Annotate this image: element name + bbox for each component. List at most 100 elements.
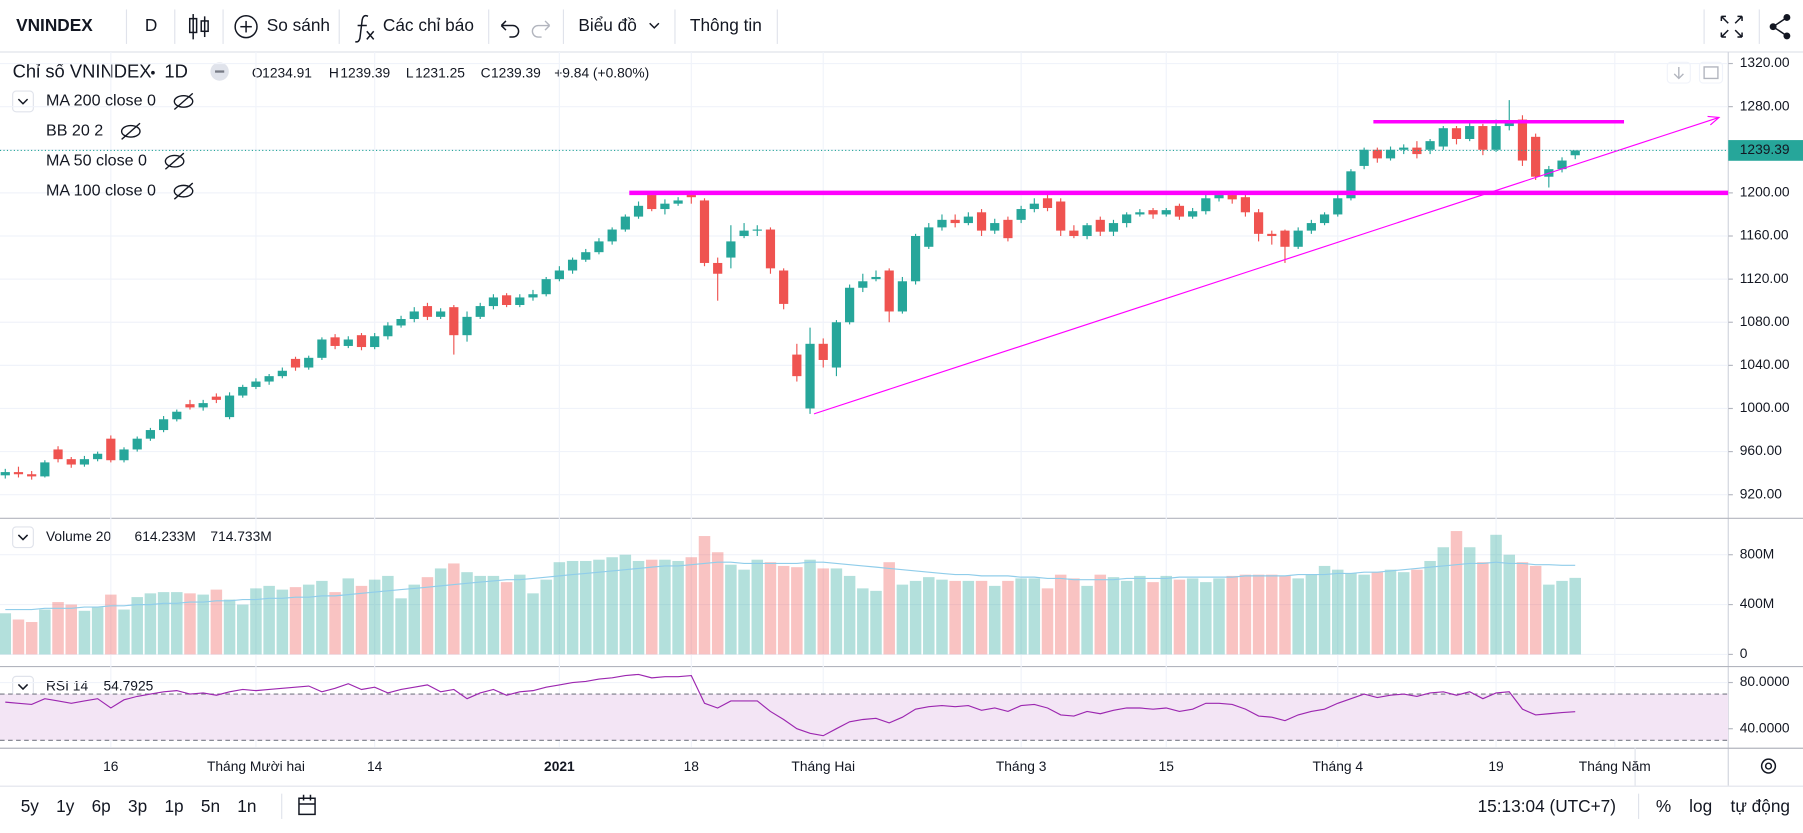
hidden-eye-icon[interactable] [173, 182, 194, 200]
y-tick-label: 1000.00 [1740, 400, 1790, 415]
hidden-eye-icon[interactable] [120, 122, 141, 140]
candle-body [224, 395, 235, 418]
candle-body [620, 216, 630, 230]
toolbar: VNINDEX D So sánh Các chỉ báo Biểu đồ Th… [0, 9, 1803, 53]
range-button[interactable]: 1p [164, 796, 183, 816]
volume-bar [857, 588, 869, 655]
candle-body [264, 376, 274, 382]
volume-bar [883, 562, 895, 655]
volume-bar [1147, 582, 1159, 655]
volume-bar [804, 559, 816, 655]
redo-icon[interactable] [531, 20, 551, 38]
collapse-button[interactable] [12, 90, 34, 113]
range-button[interactable]: 6p [92, 796, 111, 816]
range-button[interactable]: 5y [21, 796, 40, 816]
compare-button[interactable]: So sánh [267, 15, 330, 35]
volume-bar [1160, 575, 1172, 655]
eye [120, 124, 141, 138]
candle-body [1082, 225, 1092, 237]
candle-body [1293, 230, 1303, 247]
volume-bar [184, 593, 196, 655]
grid [0, 51, 1729, 748]
volume-bar [1200, 582, 1212, 655]
volume-bar [764, 562, 777, 655]
clock: 15:13:04 (UTC+7) [1478, 796, 1616, 816]
status-button[interactable] [210, 62, 229, 81]
candle-body [290, 358, 301, 368]
volume-bar [1279, 575, 1291, 655]
scale-button[interactable]: tự động [1731, 796, 1790, 816]
chart-button[interactable]: Biểu đồ [578, 15, 636, 35]
interval-button[interactable]: D [145, 15, 157, 35]
trend-line [813, 116, 1720, 415]
symbol[interactable]: VNINDEX [16, 15, 93, 35]
candle-body [198, 403, 208, 408]
candle-body [1517, 119, 1528, 161]
pane-buttons[interactable] [1666, 61, 1724, 84]
x-tick-label: 14 [367, 759, 383, 774]
collapse-button[interactable] [12, 675, 34, 698]
volume-bar [1068, 578, 1080, 655]
settings-icon[interactable] [1760, 758, 1777, 774]
candle-body [950, 219, 960, 224]
candle-body [567, 259, 578, 271]
range-button[interactable]: 1n [237, 796, 256, 816]
share-icon[interactable] [1769, 14, 1791, 40]
candle-body [1570, 150, 1580, 156]
hidden-eye-icon[interactable] [164, 152, 185, 170]
info-button[interactable]: Thông tin [690, 15, 762, 35]
candle-body [1042, 198, 1053, 208]
volume-bar [1134, 575, 1146, 655]
indicators-icon[interactable] [355, 14, 375, 43]
volume-bar [0, 613, 12, 655]
x-tick-label: Tháng 4 [1312, 759, 1363, 774]
volume-bar [1397, 572, 1410, 655]
scale-button[interactable]: % [1656, 796, 1671, 816]
candle-body [858, 281, 868, 288]
candle-body [0, 472, 10, 476]
undo-icon[interactable] [500, 20, 520, 38]
chart-style-icon[interactable] [188, 14, 209, 40]
x-tick-label: Tháng Hai [791, 759, 855, 774]
volume-bar [711, 552, 724, 655]
volume-bar [302, 584, 315, 655]
eye-slash [173, 92, 194, 111]
volume-bar [1239, 574, 1252, 655]
candle-body [792, 354, 802, 377]
candle-body [924, 227, 934, 247]
x-tick-label: 16 [103, 759, 119, 774]
candle-body [13, 472, 24, 475]
volume-bar [619, 554, 632, 655]
candle-body [1465, 126, 1475, 139]
compare-icon[interactable] [234, 15, 258, 39]
volume-bar [1345, 573, 1357, 655]
volume-bar [962, 580, 975, 655]
range-button[interactable]: 3p [128, 796, 147, 816]
volume-bar [791, 567, 803, 655]
volume-bar [923, 577, 935, 655]
candle-body [871, 276, 881, 280]
last-price-label: 1239.39 [1740, 142, 1790, 157]
candle-body [1069, 230, 1079, 237]
ohlc-label: O [252, 65, 263, 80]
scale-button[interactable]: log [1689, 796, 1712, 816]
range-button[interactable]: 5n [201, 796, 220, 816]
fullscreen-icon[interactable] [1720, 15, 1743, 38]
candle-body [818, 343, 828, 360]
volume-bar [1292, 578, 1304, 655]
range-button[interactable]: 1y [56, 796, 75, 816]
candle-body [1438, 128, 1448, 147]
indicators-button[interactable]: Các chỉ báo [383, 15, 474, 35]
hidden-eye-icon[interactable] [173, 92, 194, 111]
volume-bar [1081, 585, 1093, 655]
candle-body [66, 459, 76, 465]
y-tick-label: 1120.00 [1740, 271, 1789, 286]
volume-bar [210, 589, 223, 655]
chart-title: Chỉ số VNINDEX [13, 61, 152, 82]
goto-date-icon[interactable] [298, 794, 316, 816]
candle-body [554, 270, 564, 280]
candle-body [1451, 128, 1462, 139]
volume-bar [1015, 578, 1027, 655]
collapse-button[interactable] [12, 526, 34, 549]
ohlc-value: 1239.39 [340, 65, 390, 80]
